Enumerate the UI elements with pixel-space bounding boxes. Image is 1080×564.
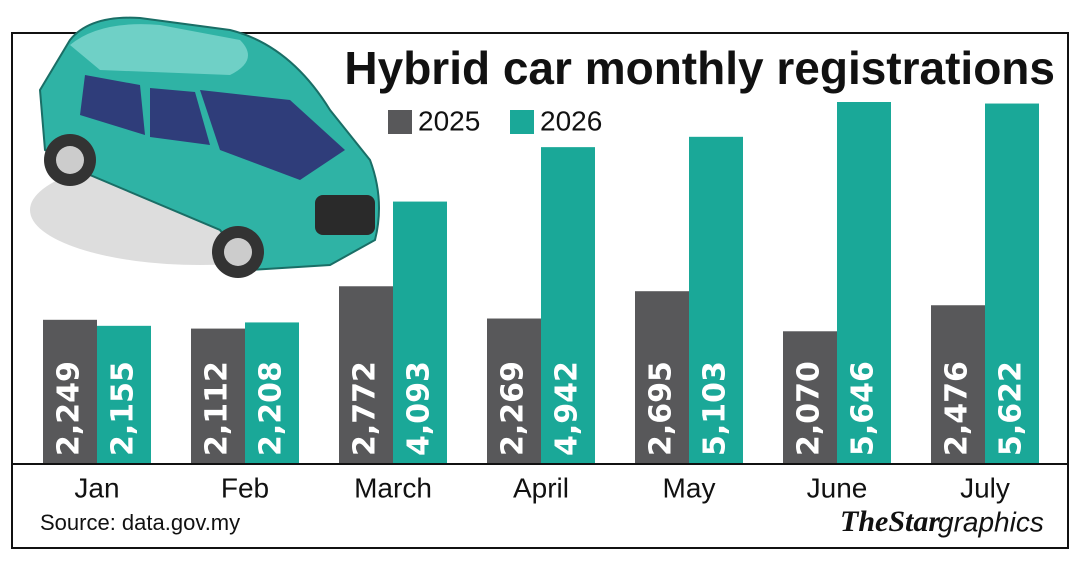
bar xyxy=(931,305,985,464)
bar xyxy=(689,136,743,464)
value-label: 5,622 xyxy=(994,361,1029,456)
value-label: 2,070 xyxy=(792,361,827,456)
legend-label: 2026 xyxy=(540,105,602,136)
legend-swatch xyxy=(510,110,534,134)
logo-suffix: graphics xyxy=(938,506,1044,537)
x-tick-label: Jan xyxy=(74,472,119,503)
source: Source: data.gov.my xyxy=(40,510,240,535)
value-label: 2,155 xyxy=(106,361,141,456)
bar xyxy=(97,325,151,464)
car-illustration xyxy=(30,16,380,278)
bar xyxy=(487,318,541,464)
value-label: 2,695 xyxy=(644,361,679,456)
value-label: 4,093 xyxy=(402,361,437,456)
frame xyxy=(11,32,1069,549)
value-label: 2,112 xyxy=(200,361,235,456)
x-tick-label: June xyxy=(807,472,868,503)
x-tick-label: May xyxy=(663,472,716,503)
bar xyxy=(43,319,97,464)
bar xyxy=(783,331,837,464)
value-label: 2,208 xyxy=(254,361,289,456)
value-label: 2,269 xyxy=(496,361,531,456)
legend-label: 2025 xyxy=(418,105,480,136)
bar xyxy=(339,286,393,464)
bar xyxy=(837,102,891,464)
x-tick-label: Feb xyxy=(221,472,269,503)
x-tick-label: March xyxy=(354,472,432,503)
bar xyxy=(985,103,1039,464)
value-label: 5,103 xyxy=(698,361,733,456)
value-label: 5,646 xyxy=(846,361,881,456)
bar xyxy=(393,201,447,464)
bar xyxy=(245,322,299,464)
bar xyxy=(191,328,245,464)
bar xyxy=(541,147,595,464)
value-label: 4,942 xyxy=(550,361,585,456)
bar xyxy=(635,291,689,464)
x-tick-label: April xyxy=(513,472,569,503)
value-label: 2,772 xyxy=(348,361,383,456)
value-label: 2,249 xyxy=(52,361,87,456)
legend-swatch xyxy=(388,110,412,134)
chart-title: Hybrid car monthly registrations xyxy=(344,42,1055,94)
logo-brand: TheStar xyxy=(840,505,940,538)
x-tick-label: July xyxy=(960,472,1010,503)
value-label: 2,476 xyxy=(940,361,975,456)
